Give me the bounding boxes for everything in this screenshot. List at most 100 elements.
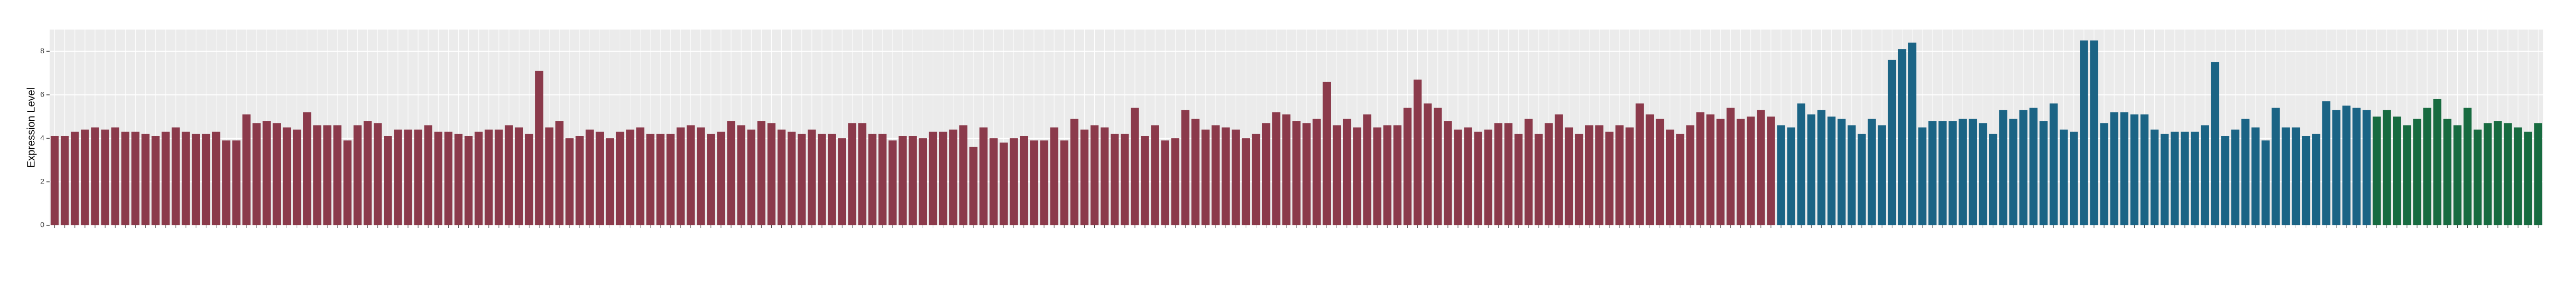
y-axis-title: Expression Level — [25, 88, 37, 168]
bar — [1363, 114, 1371, 225]
bar — [525, 133, 534, 225]
bar — [1978, 123, 1987, 225]
bar — [1070, 119, 1078, 225]
bar — [1898, 49, 1907, 225]
bar — [1787, 127, 1795, 225]
bar — [2171, 131, 2179, 225]
bar — [1635, 103, 1644, 225]
bar — [788, 131, 796, 225]
bar — [1858, 133, 1866, 225]
bar — [2211, 62, 2220, 225]
bar — [2080, 40, 2088, 225]
bar — [1403, 108, 1412, 225]
bar — [2241, 119, 2250, 225]
bar — [898, 136, 907, 225]
bar — [1585, 125, 1594, 225]
bar — [808, 129, 816, 225]
bar — [50, 136, 59, 225]
bar — [1413, 79, 1422, 226]
bar — [313, 125, 321, 225]
bar — [363, 121, 372, 225]
bar — [2291, 127, 2300, 225]
bar — [1888, 60, 1897, 225]
bar — [1262, 123, 1271, 225]
bar — [2070, 131, 2078, 225]
bar — [959, 125, 968, 225]
bar — [1605, 131, 1614, 225]
bar — [1353, 127, 1361, 225]
bar — [2342, 106, 2351, 225]
bar — [1777, 125, 1785, 225]
bar — [1565, 127, 1574, 225]
bar — [1302, 123, 1311, 225]
bar — [1131, 108, 1139, 225]
bar — [727, 121, 735, 225]
bar — [1928, 121, 1937, 225]
bar — [454, 133, 463, 225]
bar — [1019, 136, 1028, 225]
bar — [2130, 114, 2139, 225]
bar — [485, 129, 493, 225]
bar — [1514, 133, 1523, 225]
bar — [1373, 127, 1381, 225]
bar — [2161, 133, 2169, 225]
bar — [747, 129, 755, 225]
bar — [818, 133, 826, 225]
bar — [1171, 138, 1180, 225]
bar — [2534, 123, 2543, 225]
bar — [1009, 138, 1018, 225]
y-tick-label: 4 — [40, 133, 44, 142]
bar — [2281, 127, 2290, 225]
bar — [2181, 131, 2189, 225]
bar — [656, 133, 665, 225]
bar — [1817, 110, 1826, 225]
bar — [262, 121, 271, 225]
bar — [1322, 81, 1331, 225]
bar — [2312, 133, 2321, 225]
bar — [1111, 133, 1119, 225]
bar — [182, 131, 190, 225]
bar — [717, 131, 725, 225]
bar — [929, 131, 937, 225]
bar — [2423, 108, 2431, 225]
bar — [989, 138, 998, 225]
bar — [131, 131, 140, 225]
bar — [252, 123, 261, 225]
bar — [1393, 125, 1401, 225]
bar — [1726, 108, 1735, 225]
bar — [303, 112, 311, 225]
bar — [737, 125, 745, 225]
bar — [151, 136, 160, 225]
bar — [2322, 101, 2331, 225]
bar — [121, 131, 130, 225]
bar — [2251, 127, 2260, 225]
bar — [1827, 116, 1836, 225]
bar — [282, 127, 291, 225]
bar — [2039, 121, 2048, 225]
bar — [1444, 121, 1452, 225]
bar — [1575, 133, 1584, 225]
bar — [212, 131, 221, 225]
bar — [2019, 110, 2028, 225]
bar — [2524, 131, 2532, 225]
bar — [414, 129, 422, 225]
bar — [2463, 108, 2472, 225]
bar — [1918, 127, 1927, 225]
bar — [1383, 125, 1391, 225]
bar — [91, 127, 99, 225]
bar — [1494, 123, 1503, 225]
bar — [1676, 133, 1684, 225]
y-tick-label: 8 — [40, 46, 44, 55]
bar — [686, 125, 695, 225]
bar — [1181, 110, 1190, 225]
bar — [353, 125, 362, 225]
bar — [465, 136, 473, 225]
bar — [605, 138, 614, 225]
bar — [1454, 129, 1462, 225]
bar — [1958, 119, 1967, 225]
bar — [848, 123, 857, 225]
bar — [2191, 131, 2199, 225]
bar — [1736, 119, 1745, 225]
bar — [172, 127, 180, 225]
bar — [1645, 114, 1654, 225]
